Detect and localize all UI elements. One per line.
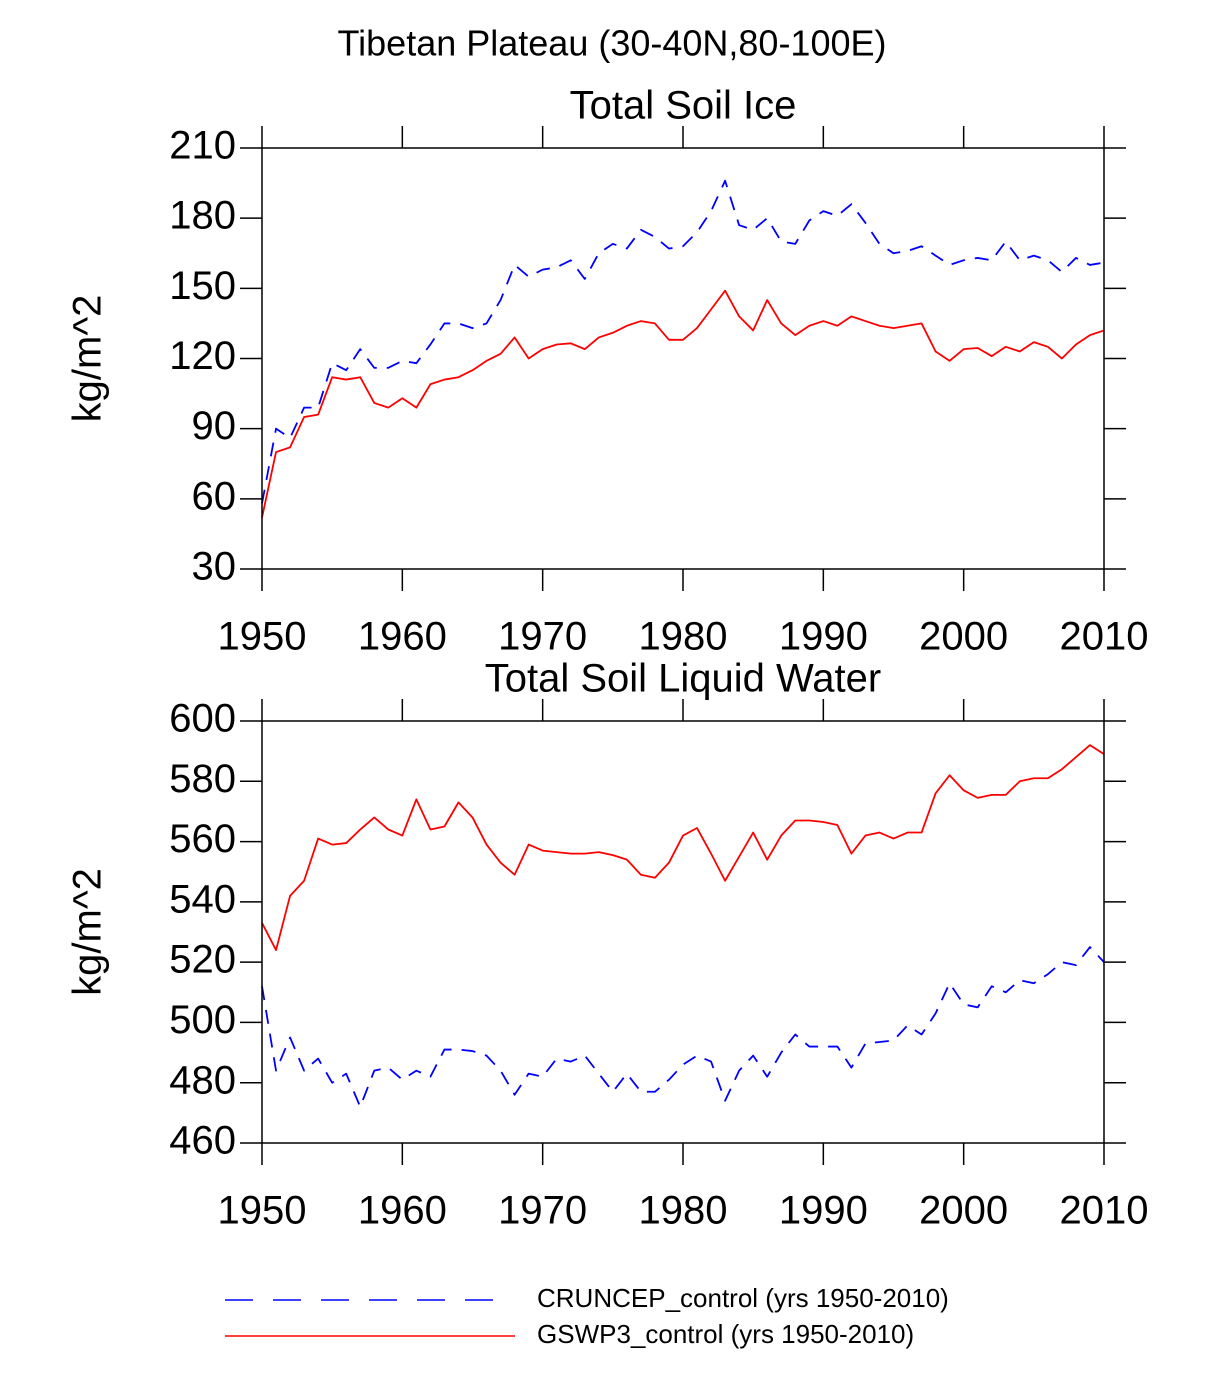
y-tick-label: 460	[169, 1119, 236, 1163]
x-tick-label: 2000	[919, 615, 1008, 659]
x-tick-label: 1950	[218, 1189, 307, 1233]
y-axis-label: kg/m^2	[66, 868, 110, 996]
y-tick-label: 480	[169, 1058, 236, 1102]
x-tick-label: 2010	[1060, 615, 1149, 659]
y-tick-label: 30	[192, 545, 237, 589]
y-tick-label: 580	[169, 757, 236, 801]
y-tick-label: 500	[169, 998, 236, 1042]
x-tick-label: 1950	[218, 615, 307, 659]
series-line	[261, 744, 1105, 951]
y-tick-label: 520	[169, 938, 236, 982]
plot-frame	[261, 147, 1105, 570]
y-tick-label: 150	[169, 264, 236, 308]
y-tick-label: 560	[169, 817, 236, 861]
y-tick-label: 120	[169, 334, 236, 378]
x-tick-label: 1960	[358, 1189, 447, 1233]
y-tick-label: 210	[169, 124, 236, 168]
x-tick-label: 1980	[639, 1189, 728, 1233]
y-tick-label: 540	[169, 877, 236, 921]
y-tick-label: 600	[169, 697, 236, 741]
x-tick-label: 1980	[639, 615, 728, 659]
legend-label: GSWP3_control (yrs 1950-2010)	[537, 1319, 914, 1349]
series-line	[261, 289, 1105, 518]
x-tick-label: 1970	[498, 1189, 587, 1233]
y-axis-label: kg/m^2	[66, 295, 110, 423]
page-title: Tibetan Plateau (30-40N,80-100E)	[338, 23, 887, 64]
plot-frame	[261, 720, 1105, 1144]
x-tick-label: 1970	[498, 615, 587, 659]
x-tick-label: 2000	[919, 1189, 1008, 1233]
y-tick-label: 90	[192, 404, 237, 448]
y-tick-label: 180	[169, 194, 236, 238]
y-tick-label: 60	[192, 474, 237, 518]
panel-title: Total Soil Liquid Water	[485, 657, 881, 701]
x-tick-label: 1960	[358, 615, 447, 659]
x-tick-label: 1990	[779, 1189, 868, 1233]
x-tick-label: 2010	[1060, 1189, 1149, 1233]
x-tick-label: 1990	[779, 615, 868, 659]
series-line	[261, 179, 1105, 504]
legend-label: CRUNCEP_control (yrs 1950-2010)	[537, 1283, 949, 1313]
panel-title: Total Soil Ice	[570, 84, 797, 128]
